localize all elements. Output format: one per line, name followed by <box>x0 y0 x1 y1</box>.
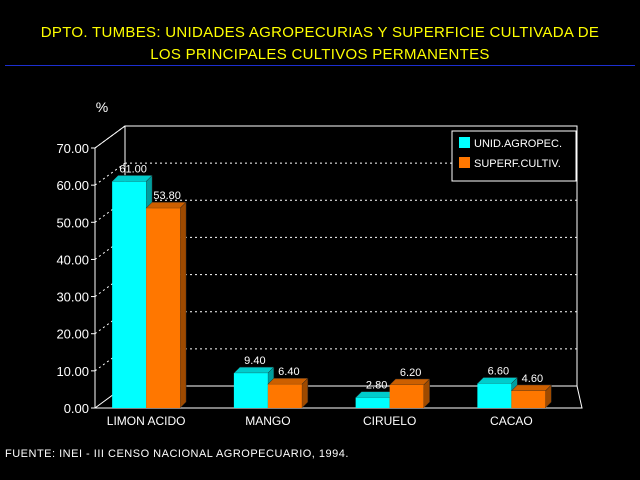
gridline-side <box>94 162 126 186</box>
bar-top <box>111 175 153 182</box>
legend-swatch <box>459 157 470 168</box>
x-category-label: MANGO <box>245 414 290 428</box>
y-tick-label: 30.00 <box>56 290 89 305</box>
bar-top <box>510 384 552 392</box>
bar-value-label: 9.40 <box>244 355 265 367</box>
bar-value-label: 53.80 <box>153 190 181 202</box>
bar-front <box>112 181 147 408</box>
chart-title: DPTO. TUMBES: UNIDADES AGROPECURIAS Y SU… <box>0 22 640 66</box>
legend-box <box>451 130 577 182</box>
bar-value-label: 4.60 <box>522 373 543 385</box>
y-tick-label: 60.00 <box>56 178 89 193</box>
x-category-label: CACAO <box>490 414 533 428</box>
bar-cacao-superf <box>510 384 552 409</box>
bar-limon-acido-superf <box>145 201 187 409</box>
y-tick-label: 0.00 <box>64 401 89 416</box>
x-category-label: CIRUELO <box>363 414 416 428</box>
bar-ciruelo-superf <box>389 378 431 409</box>
legend: UNID.AGROPEC. SUPERF.CULTIV. <box>451 130 577 182</box>
title-divider <box>5 65 635 66</box>
bar-side <box>179 201 187 409</box>
bar-top <box>476 377 518 384</box>
y-tick-label: 40.00 <box>56 252 89 267</box>
bar-top <box>267 377 309 385</box>
y-axis-label: % <box>96 99 108 115</box>
title-line-2: LOS PRINCIPALES CULTIVOS PERMANENTES <box>150 46 490 63</box>
bar-value-label: 2.80 <box>366 380 387 392</box>
bar-value-label: 61.00 <box>119 163 147 175</box>
bar-top <box>389 378 431 386</box>
bar-front <box>355 397 390 408</box>
bar-mango-superf <box>267 377 309 409</box>
bar-front <box>389 384 424 408</box>
bar-front <box>267 384 302 408</box>
bar-value-label: 6.40 <box>278 366 299 378</box>
source-note: FUENTE: INEI - III CENSO NACIONAL AGROPE… <box>5 448 349 460</box>
bar-front <box>477 383 512 408</box>
y-tick-label: 70.00 <box>56 141 89 156</box>
y-tick-label: 20.00 <box>56 327 89 342</box>
bar-front <box>233 373 268 408</box>
title-line-1: DPTO. TUMBES: UNIDADES AGROPECURIAS Y SU… <box>40 24 600 41</box>
x-category-label: LIMON ACIDO <box>107 414 186 428</box>
legend-label: SUPERF.CULTIV. <box>474 158 561 170</box>
bar-top <box>145 201 187 209</box>
bar-value-label: 6.60 <box>488 365 509 377</box>
bar-top <box>233 366 275 374</box>
y-tick-label: 10.00 <box>56 364 89 379</box>
gridline-side <box>94 125 126 149</box>
legend-label: UNID.AGROPEC. <box>474 138 562 150</box>
bar-front <box>511 390 546 408</box>
bar-value-label: 6.20 <box>400 367 421 379</box>
bar-mango-unid <box>233 366 275 409</box>
legend-swatch <box>459 137 470 148</box>
y-tick-label: 50.00 <box>56 215 89 230</box>
bar-front <box>146 208 181 408</box>
